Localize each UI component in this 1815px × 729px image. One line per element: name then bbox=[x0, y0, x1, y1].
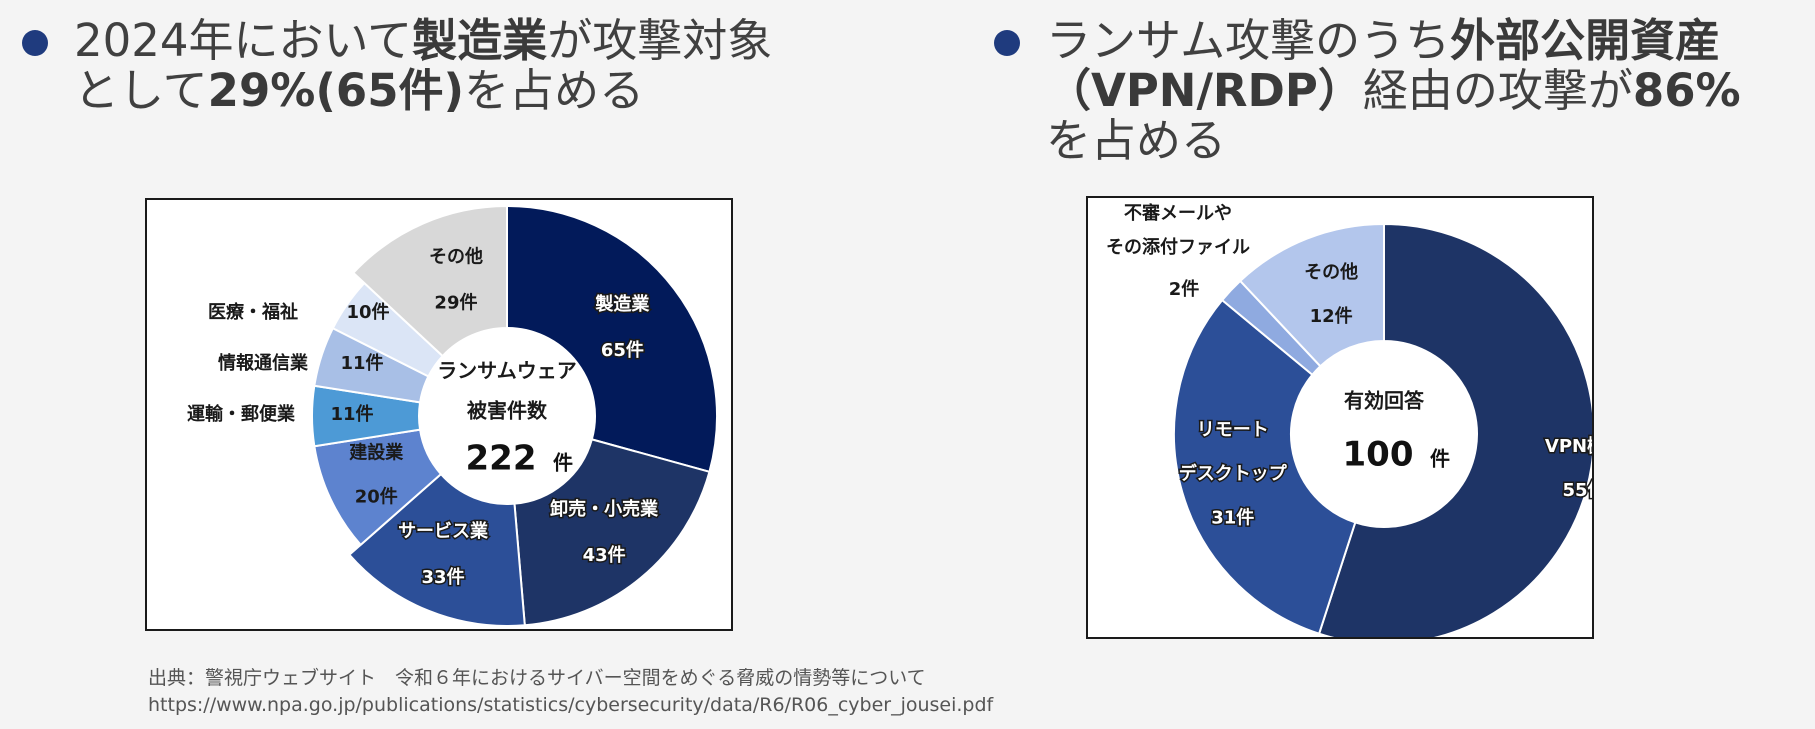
slice-label: その添付ファイル bbox=[1106, 236, 1250, 258]
slice-label: 建設業 bbox=[349, 441, 404, 463]
slice-value: 11件 bbox=[340, 352, 383, 374]
slice-value: 55件 bbox=[1562, 479, 1592, 501]
headline-right-text: ランサム攻撃のうち外部公開資産 （VPN/RDP）経由の攻撃が86% を占める bbox=[1046, 14, 1741, 167]
slice-value: 43件 bbox=[583, 544, 626, 566]
donut-slice bbox=[1317, 222, 1592, 637]
slice-label: サービス業 bbox=[398, 520, 489, 542]
slice-value: 31件 bbox=[1211, 506, 1254, 528]
center-label: ランサムウェア bbox=[437, 359, 577, 383]
slice-label: 情報通信業 bbox=[218, 352, 309, 374]
center-label: 有効回答 bbox=[1344, 389, 1425, 413]
slice-label: 卸売・小売業 bbox=[550, 498, 659, 520]
donut-slice bbox=[351, 204, 508, 358]
slice-value: 11件 bbox=[330, 403, 373, 425]
slice-label: 製造業 bbox=[594, 293, 650, 315]
slice-label: デスクトップ bbox=[1179, 462, 1288, 484]
source-url[interactable]: https://www.npa.go.jp/publications/stati… bbox=[148, 694, 994, 716]
donut-slice bbox=[506, 204, 718, 474]
slice-value: 12件 bbox=[1310, 305, 1353, 327]
slice-label: 不審メールや bbox=[1124, 202, 1232, 224]
donut-slice bbox=[513, 438, 711, 627]
slice-label: リモート bbox=[1197, 419, 1269, 440]
headline-right-vpn-rdp: （VPN/RDP） bbox=[1046, 63, 1363, 117]
slice-label: その他 bbox=[429, 245, 483, 267]
donut-slice bbox=[1238, 222, 1385, 368]
headline-right-emphasis: 外部公開資産 bbox=[1450, 14, 1721, 67]
headline-right-percent: 86% bbox=[1632, 63, 1741, 117]
slice-value: 65件 bbox=[601, 339, 644, 361]
headline-left: 2024年において製造業が攻撃対象 として29%(65件)を占める bbox=[22, 16, 902, 116]
bullet-icon bbox=[22, 30, 48, 56]
center-unit: 件 bbox=[1430, 447, 1450, 471]
donut-slice bbox=[1173, 298, 1357, 635]
slice-value: 33件 bbox=[422, 566, 465, 588]
slice-label: その他 bbox=[1304, 261, 1358, 283]
chart-ransomware-by-industry: 製造業 65件卸売・小売業 43件 サービス業 33件 建設業 20件 運輸・郵便業 11件 情報… bbox=[145, 198, 733, 631]
slice-value: 29件 bbox=[434, 291, 477, 313]
donut-slice bbox=[347, 472, 526, 627]
slice-value: 10件 bbox=[346, 301, 389, 323]
center-total: 100 bbox=[1343, 435, 1414, 475]
bullet-icon bbox=[994, 30, 1020, 56]
headline-left-text: 2024年において製造業が攻撃対象 として29%(65件)を占める bbox=[74, 14, 773, 117]
headline-left-percent: 29%(65件) bbox=[207, 63, 465, 117]
headline-right: ランサム攻撃のうち外部公開資産 （VPN/RDP）経由の攻撃が86% を占める bbox=[994, 16, 1794, 166]
center-unit: 件 bbox=[553, 451, 573, 475]
source-line: 出典：警視庁ウェブサイト 令和６年におけるサイバー空間をめぐる脅威の情勢等につい… bbox=[148, 667, 926, 689]
slice-value: 2件 bbox=[1169, 278, 1200, 300]
center-label: 被害件数 bbox=[467, 399, 548, 423]
slice-label: 運輸・郵便業 bbox=[187, 403, 296, 425]
headline-left-emphasis: 製造業 bbox=[412, 14, 548, 67]
slice-value: 20件 bbox=[355, 485, 398, 507]
source-citation: 出典：警視庁ウェブサイト 令和６年におけるサイバー空間をめぐる脅威の情勢等につい… bbox=[148, 665, 993, 719]
center-total: 222 bbox=[466, 439, 537, 479]
slice-label: 医療・福祉 bbox=[208, 301, 298, 323]
slice-label: VPN機器 bbox=[1545, 435, 1592, 457]
